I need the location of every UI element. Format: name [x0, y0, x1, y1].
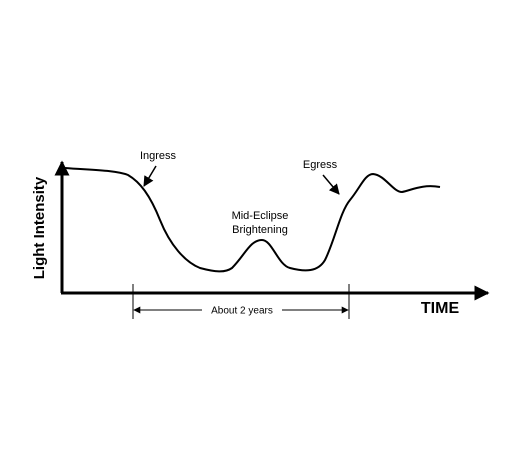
- ingress-label: Ingress: [140, 150, 177, 162]
- light-curve: [64, 167, 441, 273]
- label-background: [202, 303, 282, 317]
- ingress-arrow: [143, 165, 157, 187]
- y-axis-label: Light Intensity: [31, 176, 48, 279]
- egress-label: Egress: [303, 159, 338, 171]
- egress-arrow: [322, 174, 340, 195]
- mid-eclipse-label: Brightening: [232, 224, 288, 236]
- mid-eclipse-label: Mid-Eclipse: [232, 210, 289, 222]
- x-axis-label: TIME: [421, 300, 460, 317]
- duration-label: About 2 years: [211, 306, 273, 317]
